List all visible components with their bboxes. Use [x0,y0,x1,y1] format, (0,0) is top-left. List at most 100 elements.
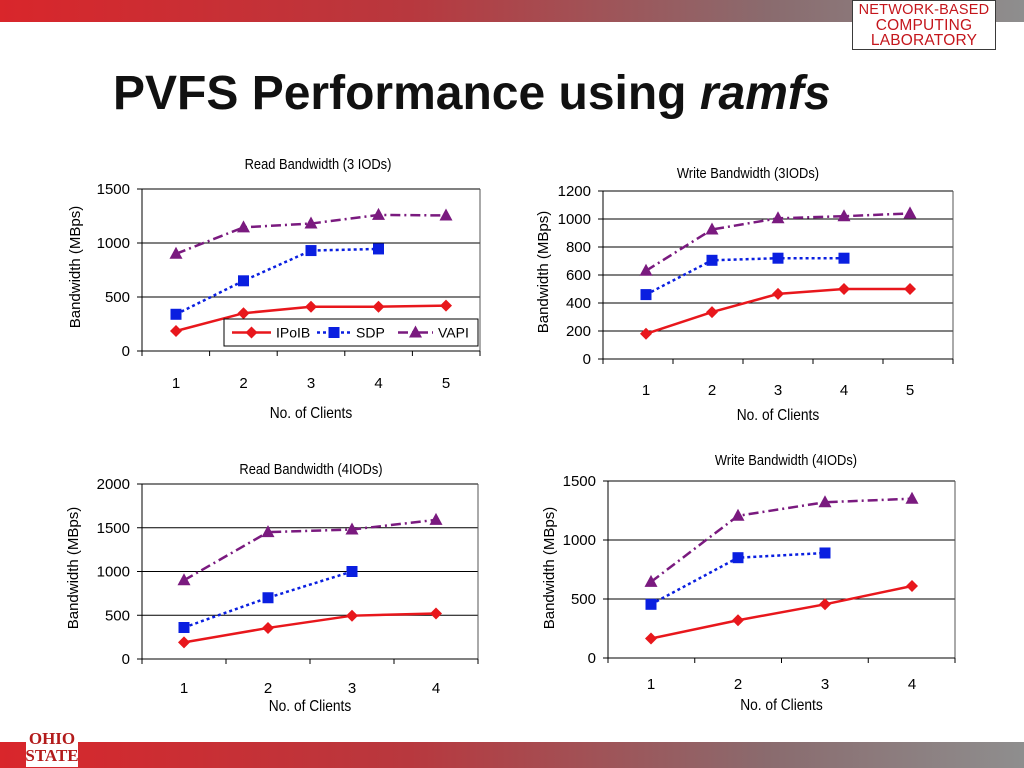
series-line-sdp [645,256,844,296]
data-point-sdp [373,243,384,255]
data-point-sdp [819,547,831,559]
osu-logo-line2: STATE [25,746,79,765]
data-point-vapi [731,508,745,521]
lab-logo-line2: COMPUTING [875,16,973,34]
x-tick-label: 3 [307,375,315,392]
data-point-sdp [772,252,784,264]
x-tick-label: 2 [264,680,272,697]
x-axis-label: No. of Clients [270,404,353,422]
x-tick-label: 4 [840,382,848,399]
x-tick-label: 1 [642,382,650,399]
data-point-ipoib [732,614,744,627]
series-ipoib [178,607,442,649]
data-point-vapi [169,246,183,259]
data-point-vapi [372,207,385,220]
series-sdp [645,547,831,610]
x-tick-label: 5 [442,375,450,392]
data-point-ipoib [305,300,317,313]
y-tick-label: 1200 [558,183,591,200]
x-tick-label: 1 [180,680,188,697]
data-point-vapi [261,525,275,538]
series-line-vapi [650,497,913,583]
y-tick-label: 500 [571,591,596,608]
x-axis-label: No. of Clients [737,406,820,424]
x-tick-label: 2 [708,382,716,399]
legend-marker-vapi [409,325,422,338]
y-axis-label: Bandwidth (MBps) [67,206,84,329]
x-tick-label: 4 [374,375,382,392]
data-point-vapi [439,208,453,221]
y-tick-label: 1000 [97,564,130,581]
x-axis-label: No. of Clients [269,697,352,715]
data-point-ipoib [170,325,182,338]
chart-title: Read Bandwidth (4IODs) [239,460,382,477]
data-point-vapi [818,495,832,508]
y-tick-label: 0 [583,351,591,368]
y-tick-label: 1000 [563,532,596,549]
bottom-decorative-bar [0,742,1024,768]
data-point-vapi [837,209,851,222]
data-point-sdp [170,308,182,320]
data-point-sdp [706,254,718,266]
data-point-sdp [645,598,657,610]
data-point-sdp [238,275,249,287]
series-ipoib [645,580,918,645]
chart-legend: IPoIB SDP VAPI [223,318,479,347]
y-tick-label: 200 [566,323,591,340]
data-point-sdp [346,566,358,577]
data-point-ipoib [440,299,452,312]
series-vapi [177,512,443,586]
data-point-ipoib [430,607,442,620]
data-point-ipoib [262,621,274,634]
series-sdp [170,243,384,320]
x-tick-label: 1 [172,375,180,392]
data-point-ipoib [178,636,190,649]
data-point-ipoib [906,580,918,593]
y-tick-label: 0 [122,343,130,360]
data-point-sdp [178,622,190,633]
data-point-ipoib [372,300,385,313]
chart-title: Write Bandwidth (3IODs) [677,164,819,181]
series-vapi [639,206,917,276]
data-point-sdp [838,252,850,264]
x-tick-label: 1 [647,676,655,693]
data-point-vapi [177,573,191,586]
y-tick-label: 0 [588,650,596,667]
y-tick-label: 1500 [563,473,596,490]
top-decorative-bar [0,0,1024,22]
data-point-vapi [705,222,719,235]
y-tick-label: 500 [105,607,130,624]
y-axis-label: Bandwidth (MBps) [535,211,552,334]
data-point-vapi [304,216,318,229]
series-vapi [644,491,919,587]
y-tick-label: 1000 [97,235,130,252]
y-axis-label: Bandwidth (MBps) [65,507,82,630]
data-point-vapi [903,206,917,219]
data-point-sdp [262,592,274,604]
series-line-ipoib [183,612,437,644]
x-tick-label: 5 [906,382,914,399]
network-based-computing-lab-logo: NETWORK-BASED COMPUTING LABORATORY [852,0,996,50]
data-point-ipoib [640,327,652,340]
legend-marker-sdp [328,327,340,338]
y-tick-label: 800 [566,239,591,256]
data-point-ipoib [346,609,358,622]
data-point-vapi [345,522,359,535]
data-point-ipoib [819,598,831,611]
y-tick-label: 2000 [97,476,130,493]
legend-label-vapi: VAPI [438,325,469,341]
x-tick-label: 2 [734,676,742,693]
data-point-ipoib [237,307,250,320]
slide-title-emphasis: ramfs [699,67,831,120]
legend-marker-ipoib [245,326,258,339]
chart-title: Read Bandwidth (3 IODs) [245,155,392,172]
x-tick-label: 4 [908,676,916,693]
data-point-vapi [771,211,785,224]
data-point-sdp [732,552,744,564]
data-point-vapi [639,263,653,276]
y-tick-label: 400 [566,295,591,312]
